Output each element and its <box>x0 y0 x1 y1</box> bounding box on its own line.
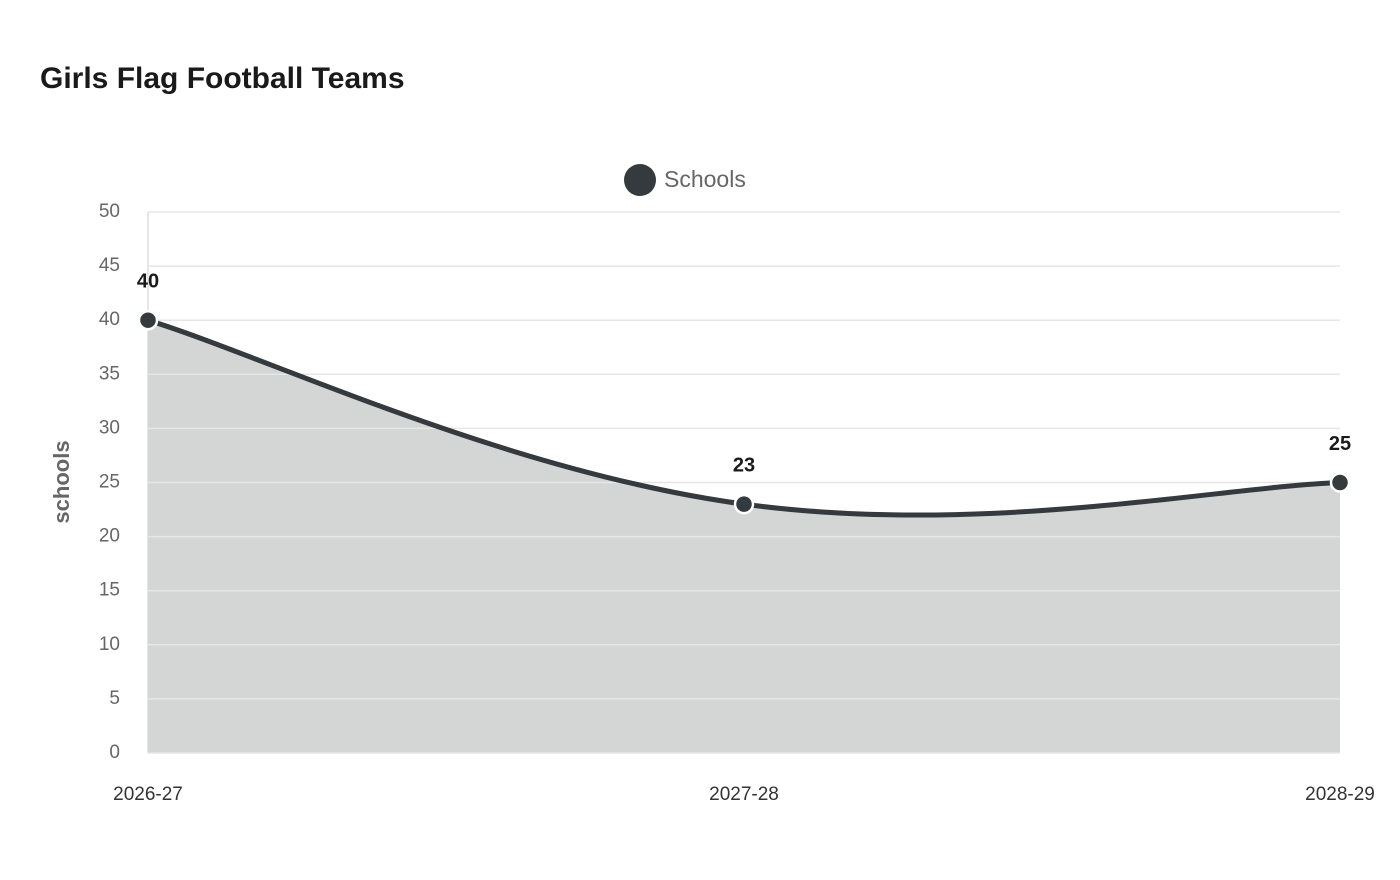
grid <box>148 211 1340 754</box>
y-tick-label: 35 <box>99 363 120 384</box>
y-axis-label: schools <box>49 440 74 523</box>
point <box>1329 472 1351 493</box>
legend-label: Schools <box>664 166 746 192</box>
y-tick-label: 45 <box>99 255 120 276</box>
point <box>137 309 159 331</box>
legend-marker <box>624 164 656 196</box>
data-label: 40 <box>137 270 159 292</box>
point <box>733 493 755 515</box>
y-tick-label: 5 <box>109 688 120 709</box>
y-tick-label: 30 <box>99 417 120 438</box>
chart-title: Girls Flag Football Teams <box>40 62 405 95</box>
y-tick-label: 15 <box>99 580 120 601</box>
legend-item: Schools <box>624 164 746 196</box>
y-tick-label: 50 <box>99 201 120 222</box>
y-tick-label: 0 <box>109 742 120 763</box>
y-tick-label: 20 <box>99 526 120 547</box>
y-tick-label: 40 <box>99 309 120 330</box>
x-tick-label: 2026-27 <box>113 784 183 805</box>
data-label: 23 <box>733 454 755 476</box>
y-tick-label: 25 <box>99 472 120 493</box>
data-label: 25 <box>1329 433 1351 455</box>
x-tick-label: 2027-28 <box>709 784 779 805</box>
y-tick-label: 10 <box>99 634 120 655</box>
x-tick-label: 2028-29 <box>1305 784 1375 805</box>
